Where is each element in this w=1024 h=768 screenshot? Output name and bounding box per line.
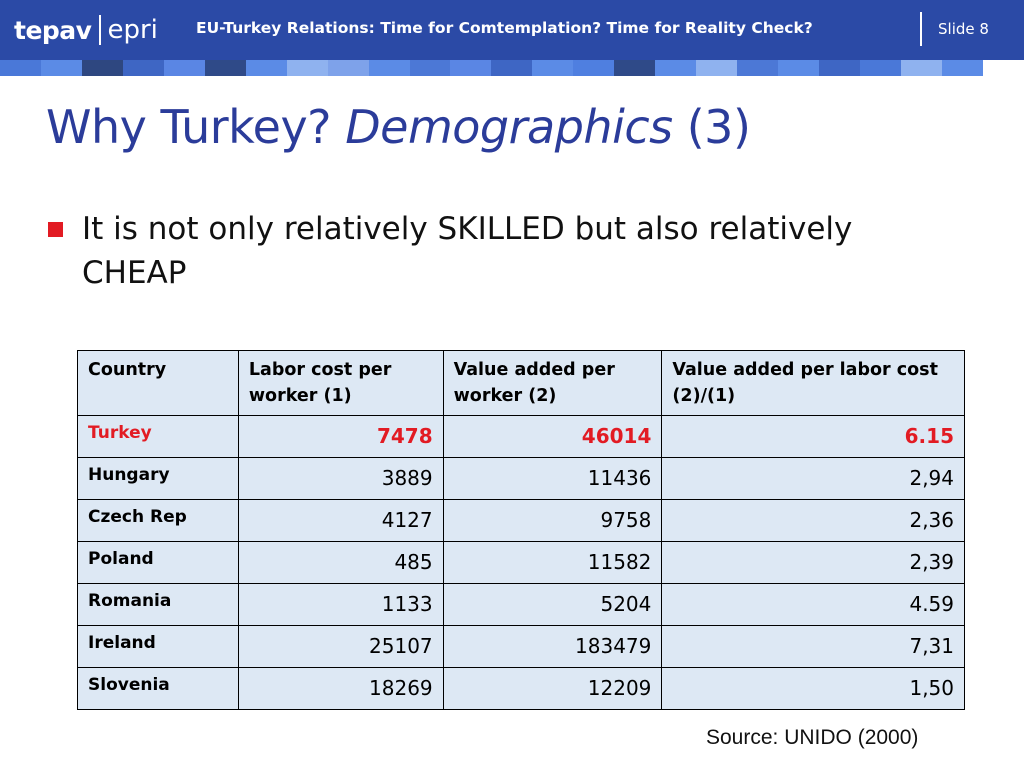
- strip-segment: [122, 60, 164, 76]
- title-italic: Demographics: [345, 100, 673, 154]
- country-cell: Turkey: [77, 415, 239, 458]
- strip-segment: [163, 60, 205, 76]
- column-header: Country: [77, 350, 239, 416]
- slide-title: Why Turkey? Demographics (3): [46, 100, 751, 154]
- labor-cost-cell: 4127: [237, 499, 444, 542]
- labor-cost-cell: 1133: [237, 583, 444, 626]
- strip-segment: [614, 60, 656, 76]
- bullet-square-icon: [48, 222, 63, 237]
- strip-segment: [860, 60, 901, 76]
- value-added-cell: 46014: [442, 415, 663, 458]
- title-suffix: (3): [672, 100, 751, 154]
- table-row: Slovenia 18269 12209 1,50: [77, 667, 965, 710]
- ratio-cell: 1,50: [661, 667, 965, 710]
- country-cell: Poland: [77, 541, 239, 584]
- strip-segment: [900, 60, 942, 76]
- logo-epri: epri: [107, 15, 158, 45]
- column-header: Value added per labor cost (2)/(1): [661, 350, 965, 416]
- table-row: Hungary 3889 11436 2,94: [77, 457, 965, 500]
- header-divider: [920, 12, 922, 46]
- slide-number: Slide 8: [938, 20, 989, 38]
- strip-segment: [409, 60, 451, 76]
- strip-segment: [573, 60, 615, 76]
- labor-cost-cell: 25107: [237, 625, 444, 668]
- strip-segment: [696, 60, 738, 76]
- value-added-cell: 9758: [442, 499, 663, 542]
- decorative-color-strip: [0, 60, 1024, 76]
- value-added-cell: 5204: [442, 583, 663, 626]
- column-header: Labor cost per worker (1): [237, 350, 444, 416]
- table-row: Ireland 25107 183479 7,31: [77, 625, 965, 668]
- strip-segment: [941, 60, 983, 76]
- strip-segment: [40, 60, 82, 76]
- title-main: Why Turkey?: [46, 100, 346, 154]
- strip-segment: [982, 60, 1024, 76]
- labor-cost-cell: 485: [237, 541, 444, 584]
- strip-segment: [532, 60, 574, 76]
- column-header: Value added per worker (2): [442, 350, 663, 416]
- header-bar: tepav epri EU-Turkey Relations: Time for…: [0, 0, 1024, 60]
- value-added-cell: 11582: [442, 541, 663, 584]
- bullet-text: It is not only relatively SKILLED but al…: [82, 211, 853, 291]
- value-added-cell: 183479: [442, 625, 663, 668]
- country-cell: Romania: [77, 583, 239, 626]
- country-cell: Slovenia: [77, 667, 239, 710]
- value-added-cell: 12209: [442, 667, 663, 710]
- labor-cost-table: Country Labor cost per worker (1) Value …: [77, 350, 965, 710]
- labor-cost-cell: 7478: [237, 415, 444, 458]
- table-row: Czech Rep 4127 9758 2,36: [77, 499, 965, 542]
- presentation-title: EU-Turkey Relations: Time for Comtemplat…: [196, 19, 813, 37]
- labor-cost-cell: 18269: [237, 667, 444, 710]
- ratio-cell: 4.59: [661, 583, 965, 626]
- logo-tepav: tepav: [14, 15, 92, 45]
- strip-segment: [81, 60, 123, 76]
- ratio-cell: 7,31: [661, 625, 965, 668]
- bullet-point: It is not only relatively SKILLED but al…: [48, 207, 868, 295]
- ratio-cell: 6.15: [661, 415, 965, 458]
- table-row: Turkey 7478 46014 6.15: [77, 415, 965, 458]
- labor-cost-cell: 3889: [237, 457, 444, 500]
- strip-segment: [286, 60, 328, 76]
- strip-segment: [245, 60, 287, 76]
- country-cell: Hungary: [77, 457, 239, 500]
- strip-segment: [778, 60, 820, 76]
- table-row: Poland 485 11582 2,39: [77, 541, 965, 584]
- ratio-cell: 2,39: [661, 541, 965, 584]
- logo-divider: [99, 15, 102, 45]
- source-note: Source: UNIDO (2000): [706, 726, 919, 749]
- country-cell: Czech Rep: [77, 499, 239, 542]
- ratio-cell: 2,36: [661, 499, 965, 542]
- logo: tepav epri: [14, 12, 158, 48]
- value-added-cell: 11436: [442, 457, 663, 500]
- country-cell: Ireland: [77, 625, 239, 668]
- strip-segment: [327, 60, 369, 76]
- ratio-cell: 2,94: [661, 457, 965, 500]
- strip-segment: [819, 60, 861, 76]
- strip-segment: [368, 60, 410, 76]
- strip-segment: [655, 60, 697, 76]
- strip-segment: [737, 60, 779, 76]
- table-row: Romania 1133 5204 4.59: [77, 583, 965, 626]
- strip-segment: [450, 60, 492, 76]
- strip-segment: [491, 60, 533, 76]
- strip-segment: [204, 60, 246, 76]
- strip-segment: [0, 60, 41, 76]
- table-header-row: Country Labor cost per worker (1) Value …: [77, 350, 965, 416]
